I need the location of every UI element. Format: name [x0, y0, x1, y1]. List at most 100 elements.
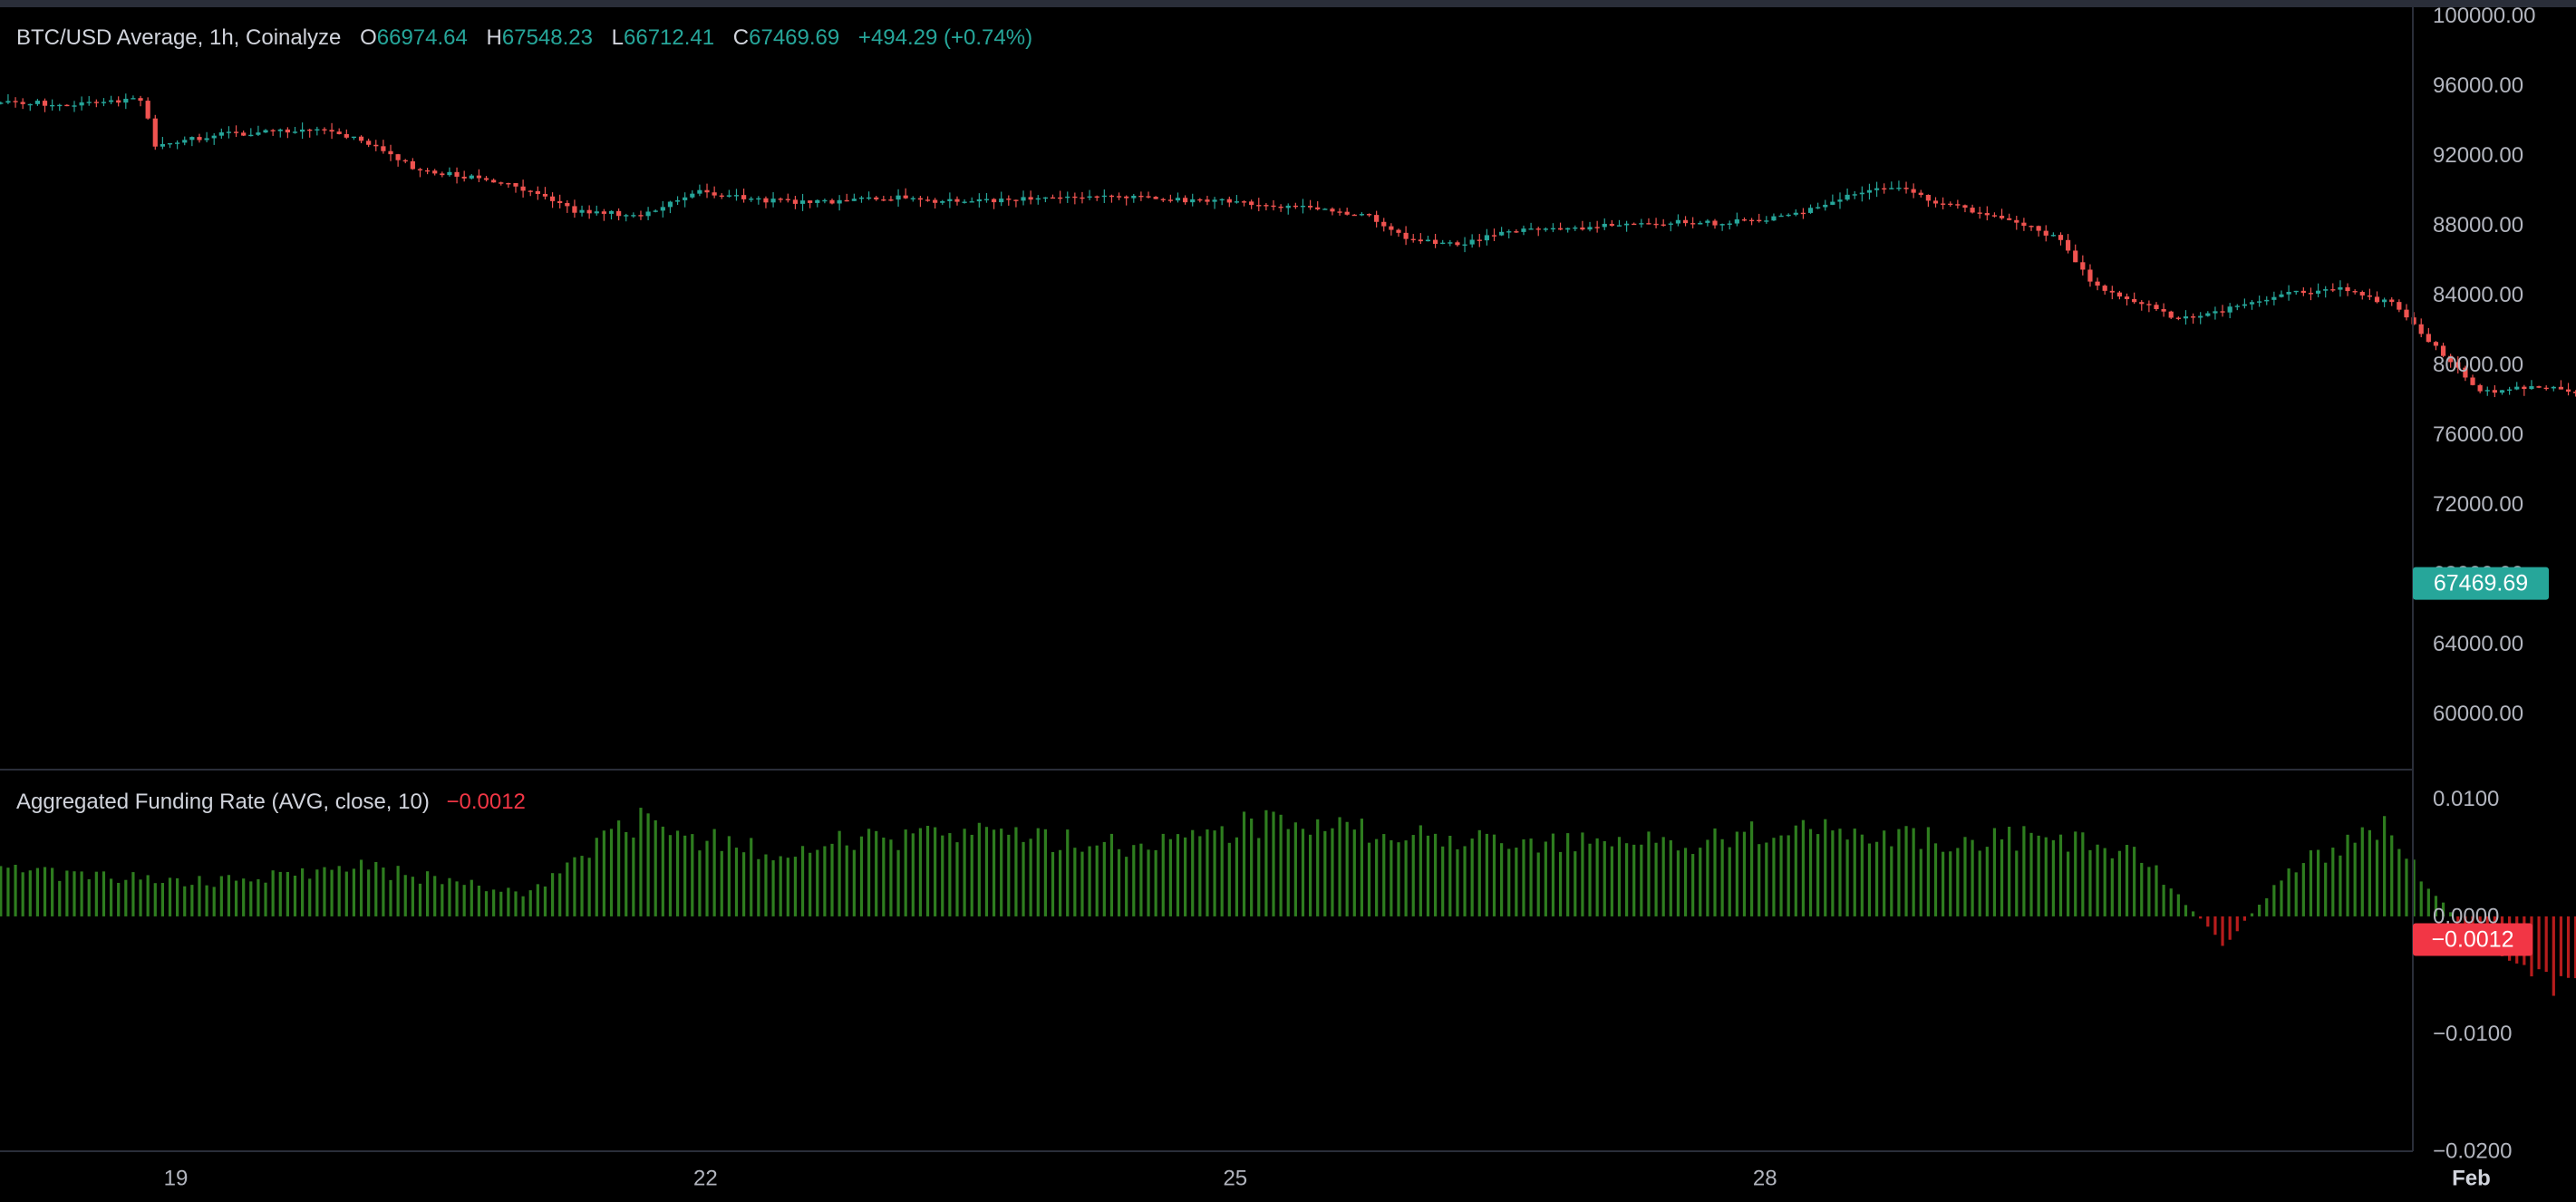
candle[interactable]	[2418, 318, 2424, 338]
candle[interactable]	[1042, 197, 1048, 203]
candle[interactable]	[1131, 193, 1137, 203]
candle[interactable]	[322, 127, 327, 135]
candle[interactable]	[704, 183, 710, 199]
candle[interactable]	[933, 198, 938, 209]
candle[interactable]	[2116, 290, 2123, 300]
candle[interactable]	[329, 122, 334, 140]
candle[interactable]	[1307, 199, 1313, 210]
candle[interactable]	[1580, 220, 1585, 231]
candle[interactable]	[1800, 208, 1806, 219]
candle[interactable]	[1322, 208, 1328, 210]
candle[interactable]	[358, 135, 364, 143]
candle[interactable]	[1278, 204, 1283, 212]
candle[interactable]	[1448, 239, 1453, 247]
candle[interactable]	[2036, 225, 2041, 237]
candle[interactable]	[616, 208, 622, 221]
candle[interactable]	[1418, 233, 1423, 245]
candle[interactable]	[1124, 195, 1129, 206]
candle[interactable]	[579, 205, 585, 217]
candle[interactable]	[1285, 203, 1291, 215]
candle[interactable]	[2279, 290, 2284, 298]
candle[interactable]	[2529, 380, 2534, 390]
candle[interactable]	[1440, 239, 1446, 245]
candle[interactable]	[211, 133, 217, 145]
candle[interactable]	[1425, 236, 1431, 242]
candle[interactable]	[123, 93, 129, 110]
candle[interactable]	[233, 125, 239, 138]
candle[interactable]	[499, 181, 504, 186]
candle[interactable]	[1977, 207, 1982, 219]
candle[interactable]	[1521, 225, 1526, 236]
candle[interactable]	[2066, 234, 2071, 254]
candle[interactable]	[1432, 233, 1438, 248]
candle[interactable]	[2087, 264, 2093, 287]
candle[interactable]	[690, 189, 695, 199]
candle[interactable]	[2073, 244, 2078, 263]
candle[interactable]	[1160, 198, 1166, 203]
candle[interactable]	[1109, 194, 1115, 203]
time-axis[interactable]: 19222528Feb47101316192225	[164, 1167, 2576, 1191]
candle[interactable]	[116, 96, 121, 107]
candle[interactable]	[565, 199, 570, 213]
candle[interactable]	[1999, 208, 2005, 220]
candle[interactable]	[2389, 296, 2395, 306]
candle[interactable]	[20, 98, 25, 110]
candle[interactable]	[1675, 214, 1681, 227]
candle[interactable]	[2234, 304, 2240, 311]
candle[interactable]	[1748, 218, 1755, 226]
candle[interactable]	[2109, 286, 2115, 300]
candle[interactable]	[1587, 221, 1593, 232]
candle[interactable]	[86, 96, 92, 106]
candle[interactable]	[1514, 229, 1519, 233]
candle[interactable]	[138, 95, 143, 107]
candle[interactable]	[300, 122, 305, 140]
candle[interactable]	[108, 95, 114, 104]
candle[interactable]	[79, 96, 84, 111]
candle[interactable]	[2007, 213, 2012, 221]
candle[interactable]	[2021, 218, 2027, 231]
candle[interactable]	[1403, 226, 1409, 246]
candle[interactable]	[1330, 207, 1335, 216]
candle[interactable]	[572, 199, 577, 218]
candle[interactable]	[1491, 228, 1497, 242]
candle[interactable]	[1786, 213, 1791, 218]
candle[interactable]	[1602, 218, 1607, 230]
candle[interactable]	[1925, 194, 1931, 208]
candle[interactable]	[1271, 199, 1276, 211]
candle[interactable]	[1389, 223, 1394, 236]
candle[interactable]	[2433, 341, 2439, 351]
candle[interactable]	[785, 193, 790, 203]
candle[interactable]	[1889, 181, 1894, 189]
candle[interactable]	[1712, 218, 1718, 229]
candle[interactable]	[1469, 234, 1475, 248]
candle[interactable]	[520, 179, 526, 198]
candle[interactable]	[1955, 199, 1961, 209]
candle[interactable]	[285, 127, 290, 139]
candle[interactable]	[2404, 304, 2409, 321]
candle[interactable]	[2470, 374, 2475, 386]
candle[interactable]	[402, 159, 408, 164]
candle[interactable]	[2146, 300, 2152, 313]
funding-histogram[interactable]	[0, 808, 2576, 1094]
candle[interactable]	[2058, 232, 2064, 246]
candle[interactable]	[2175, 316, 2181, 321]
candle[interactable]	[1668, 221, 1673, 232]
candle[interactable]	[226, 126, 232, 139]
candle[interactable]	[1991, 212, 1998, 218]
candle[interactable]	[381, 140, 386, 154]
candle[interactable]	[983, 192, 990, 203]
candle[interactable]	[1823, 199, 1828, 211]
candle[interactable]	[2242, 298, 2248, 309]
candle[interactable]	[1300, 199, 1306, 214]
candle[interactable]	[64, 104, 70, 107]
candle[interactable]	[2507, 386, 2513, 395]
candle[interactable]	[2455, 356, 2461, 374]
candle[interactable]	[2477, 383, 2483, 393]
candle[interactable]	[2220, 305, 2225, 317]
candle[interactable]	[624, 213, 629, 222]
candle[interactable]	[2168, 310, 2174, 319]
candle[interactable]	[674, 196, 681, 206]
candle[interactable]	[1205, 195, 1210, 206]
price-axis[interactable]: 100000.00 96000.00 92000.00 88000.00 84000.0…	[2433, 4, 2535, 726]
candle[interactable]	[1682, 216, 1689, 227]
